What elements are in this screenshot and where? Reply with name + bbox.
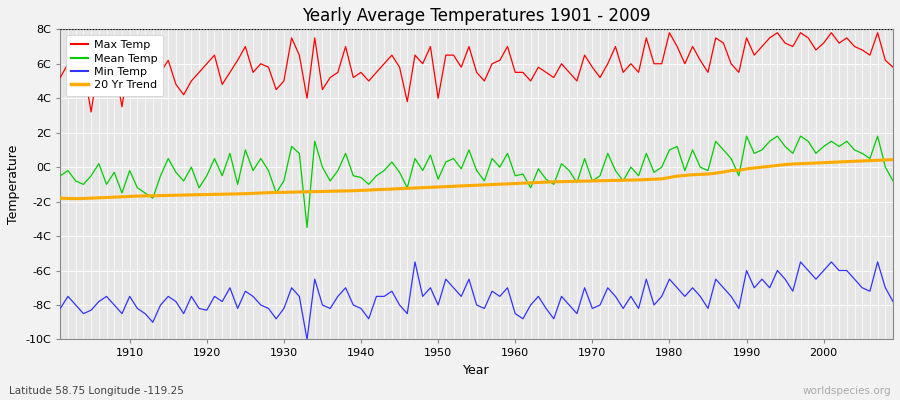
X-axis label: Year: Year — [464, 364, 490, 377]
Y-axis label: Temperature: Temperature — [7, 145, 20, 224]
Title: Yearly Average Temperatures 1901 - 2009: Yearly Average Temperatures 1901 - 2009 — [302, 7, 651, 25]
Legend: Max Temp, Mean Temp, Min Temp, 20 Yr Trend: Max Temp, Mean Temp, Min Temp, 20 Yr Tre… — [66, 35, 163, 96]
Text: Latitude 58.75 Longitude -119.25: Latitude 58.75 Longitude -119.25 — [9, 386, 184, 396]
Text: worldspecies.org: worldspecies.org — [803, 386, 891, 396]
